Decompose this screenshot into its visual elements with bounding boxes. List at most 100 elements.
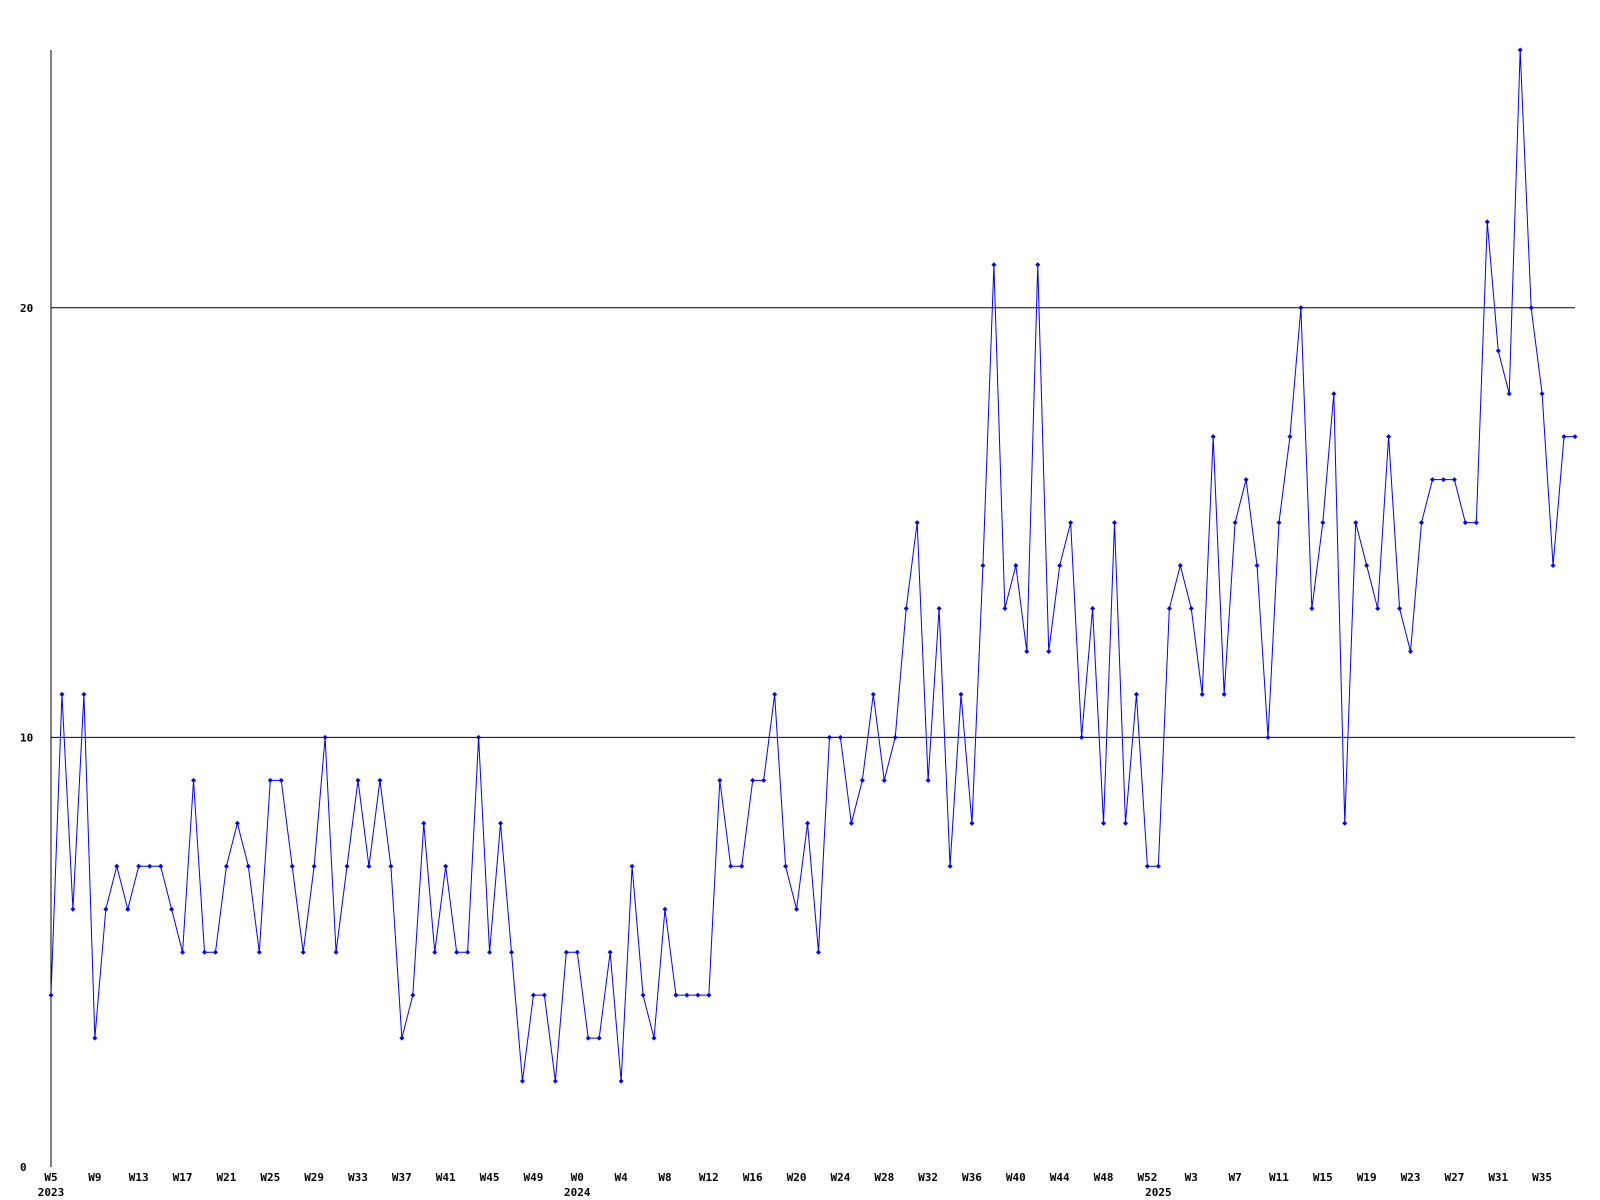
- data-point: [1440, 477, 1446, 483]
- data-point: [125, 906, 131, 912]
- x-tick-label: W32: [918, 1171, 938, 1184]
- data-point: [826, 734, 832, 740]
- data-point: [1122, 820, 1128, 826]
- x-tick-label: W49: [523, 1171, 543, 1184]
- data-point: [1046, 648, 1052, 654]
- data-point: [651, 1035, 657, 1041]
- data-point: [1462, 520, 1468, 526]
- data-point: [476, 734, 482, 740]
- data-point: [191, 777, 197, 783]
- data-point: [454, 949, 460, 955]
- data-point: [465, 949, 471, 955]
- data-point: [1561, 434, 1567, 440]
- data-point: [487, 949, 493, 955]
- data-point: [245, 863, 251, 869]
- data-point: [1002, 606, 1008, 611]
- data-point: [234, 820, 240, 826]
- data-point: [1364, 563, 1370, 569]
- data-point: [717, 777, 723, 783]
- data-point: [421, 820, 427, 826]
- data-point: [1177, 563, 1183, 569]
- data-point: [1539, 391, 1545, 397]
- data-point: [300, 949, 306, 955]
- data-point: [1068, 520, 1074, 526]
- x-tick-label: W29: [304, 1171, 324, 1184]
- x-tick-label: W15: [1313, 1171, 1333, 1184]
- x-tick-label: W13: [129, 1171, 149, 1184]
- data-point: [1221, 691, 1227, 697]
- data-point: [1166, 606, 1172, 611]
- data-point: [958, 691, 964, 697]
- x-tick-label: W8: [658, 1171, 671, 1184]
- data-point: [1035, 262, 1041, 268]
- x-tick-label: W0: [571, 1171, 584, 1184]
- data-point: [1408, 648, 1414, 654]
- data-point: [223, 863, 229, 869]
- x-tick-label: W7: [1228, 1171, 1241, 1184]
- data-point: [783, 863, 789, 869]
- data-point: [837, 734, 843, 740]
- x-tick-label: W12: [699, 1171, 719, 1184]
- data-point: [1265, 734, 1271, 740]
- data-point: [443, 863, 449, 869]
- x-tick-label: W16: [743, 1171, 763, 1184]
- data-point: [739, 863, 745, 869]
- x-tick-label: W19: [1357, 1171, 1377, 1184]
- data-point: [1473, 520, 1479, 526]
- data-point: [1232, 520, 1238, 526]
- data-point: [344, 863, 350, 869]
- data-point: [1188, 606, 1194, 611]
- x-tick-label: W25: [260, 1171, 280, 1184]
- data-point: [761, 777, 767, 783]
- data-point: [1331, 391, 1337, 397]
- x-tick-label: W41: [436, 1171, 456, 1184]
- data-point: [574, 949, 580, 955]
- x-tick-label: W35: [1532, 1171, 1552, 1184]
- data-point: [1243, 477, 1249, 483]
- data-point: [1309, 606, 1315, 611]
- data-point: [1090, 606, 1096, 611]
- data-point: [947, 863, 953, 869]
- data-point: [673, 992, 679, 998]
- data-point: [914, 520, 920, 526]
- data-point: [169, 906, 175, 912]
- data-point: [1550, 563, 1556, 569]
- y-tick-label: 0: [20, 1161, 27, 1174]
- data-point: [815, 949, 821, 955]
- data-point: [1451, 477, 1457, 483]
- data-point: [1210, 434, 1216, 440]
- x-tick-label: W5: [44, 1171, 57, 1184]
- data-point: [596, 1035, 602, 1041]
- data-point: [1298, 305, 1304, 311]
- data-point: [355, 777, 361, 783]
- data-point: [267, 777, 273, 783]
- data-point: [881, 777, 887, 783]
- x-tick-label: W40: [1006, 1171, 1026, 1184]
- x-tick-label: W48: [1094, 1171, 1114, 1184]
- data-point: [92, 1035, 98, 1041]
- x-tick-label: W11: [1269, 1171, 1289, 1184]
- data-point: [848, 820, 854, 826]
- data-point: [508, 949, 514, 955]
- data-point: [1013, 563, 1019, 569]
- data-point: [618, 1078, 624, 1084]
- data-point: [1397, 606, 1403, 611]
- data-point: [903, 606, 909, 611]
- data-point: [59, 691, 65, 697]
- data-point: [278, 777, 284, 783]
- data-point: [1419, 520, 1425, 526]
- x-tick-label: W31: [1488, 1171, 1508, 1184]
- data-point: [1506, 391, 1512, 397]
- data-point: [366, 863, 372, 869]
- data-point: [498, 820, 504, 826]
- data-point: [772, 691, 778, 697]
- data-point: [1572, 434, 1578, 440]
- data-point: [311, 863, 317, 869]
- data-point: [925, 777, 931, 783]
- data-point: [1353, 520, 1359, 526]
- x-tick-label: W21: [216, 1171, 236, 1184]
- data-point: [541, 992, 547, 998]
- data-point: [695, 992, 701, 998]
